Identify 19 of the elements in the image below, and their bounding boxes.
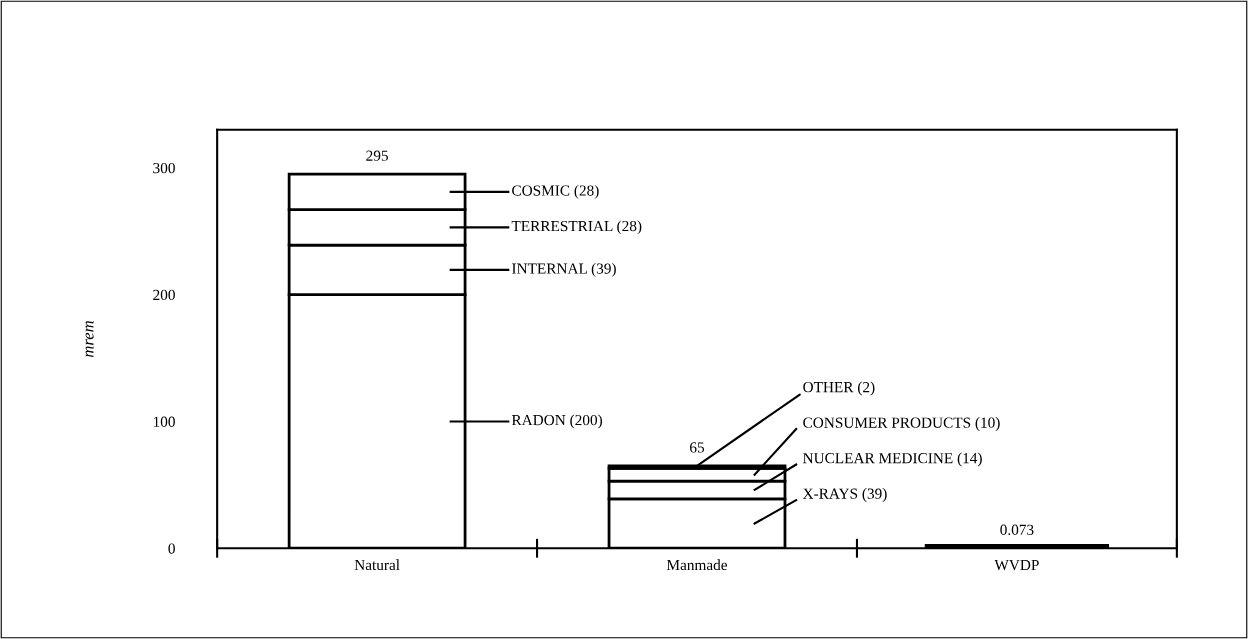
total-label: 295: [366, 150, 388, 161]
x-tick-label: Natural: [354, 559, 400, 571]
annotation: X-RAYS (39): [802, 488, 887, 502]
total-label: 0.073: [1000, 524, 1034, 535]
y-tick-label: 200: [153, 289, 175, 301]
total-label: 65: [690, 442, 705, 453]
x-tick-label: WVDP: [994, 559, 1039, 571]
annotation: OTHER (2): [803, 381, 875, 396]
x-tick-label: Manmade: [666, 559, 728, 571]
y-tick-label: 100: [153, 416, 175, 427]
annotation: INTERNAL (39): [512, 262, 616, 277]
annotation: CONSUMER PRODUCTS (10): [803, 417, 1000, 431]
annotation: TERRESTRIAL (28): [511, 220, 642, 235]
annotation: NUCLEAR MEDICINE (14): [803, 452, 982, 467]
y-tick-label: 0: [168, 543, 175, 554]
annotation: COSMIC (28): [512, 184, 599, 199]
y-tick-label: 300: [153, 162, 175, 174]
y-axis-title: mrem: [85, 321, 94, 358]
annotation: RADON (200): [511, 414, 603, 429]
